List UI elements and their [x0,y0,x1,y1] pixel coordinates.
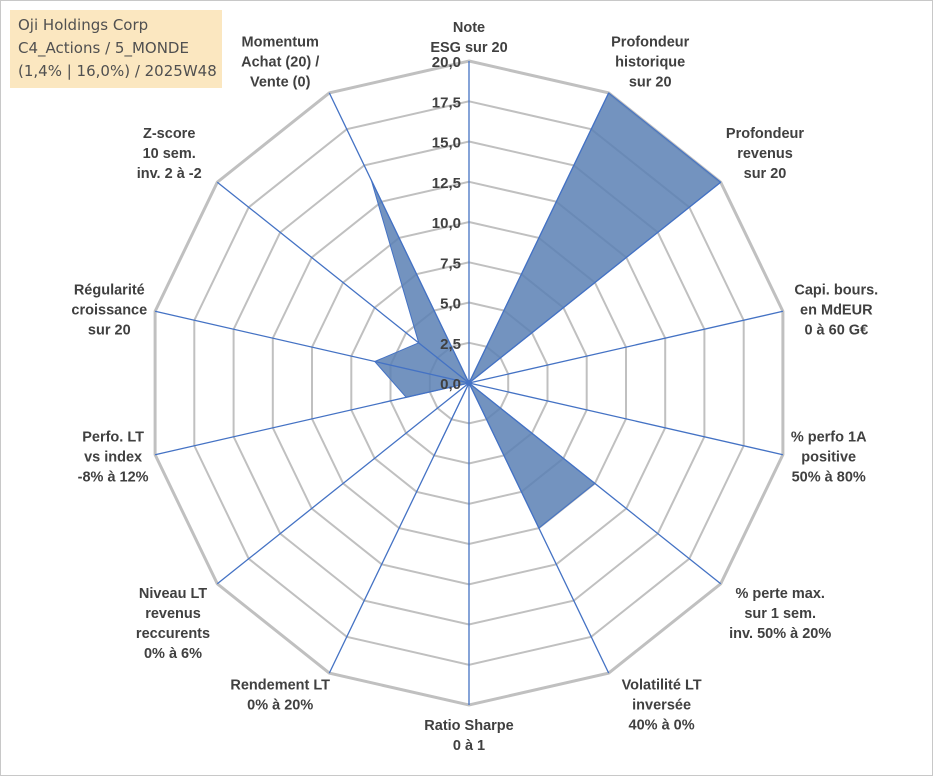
axis-label-7: Ratio Sharpe 0 à 1 [424,718,513,754]
title-box: Oji Holdings Corp C4_Actions / 5_MONDE (… [10,10,222,88]
spoke-6 [468,382,610,674]
spoke-8 [328,382,470,674]
radial-tick-labels: 0,0 2,5 5,0 7,5 10,0 12,5 15,0 17,5 20,0 [432,54,461,393]
axis-label-1: Profondeur historique sur 20 [611,35,689,91]
axis-labels: Note ESG sur 20 Profondeur historique sur 20… [71,20,878,754]
axis-label-8: Rendement LT 0% à 20% [230,677,330,713]
spoke-11 [154,310,470,384]
tick-label: 10,0 [432,215,461,232]
spoke-4 [468,382,784,456]
axis-label-4: % perfo 1A positive 50% à 80% [791,429,867,485]
axis-label-9: Niveau LT revenus reccurents 0% à 6% [136,586,210,662]
tick-label: 0,0 [440,376,461,393]
company-name: Oji Holdings Corp [18,16,149,34]
portfolio-stats: (1,4% | 16,0%) / 2025W48 [18,62,217,80]
spoke-1 [468,92,610,384]
tick-label: 20,0 [432,54,461,71]
tick-label: 15,0 [432,135,461,152]
spoke-9 [216,382,470,585]
tick-label: 7,5 [440,255,461,272]
axis-label-6: Volatilité LT inversée 40% à 0% [622,677,702,733]
axis-label-13: Momentum Achat (20) / Vente (0) [241,35,319,91]
spoke-3 [468,310,784,384]
axis-label-11: Régularité croissance sur 20 [71,283,147,339]
axis-label-5: % perte max. sur 1 sem. inv. 50% à 20% [729,586,831,642]
spoke-13 [328,92,470,384]
tick-label: 5,0 [440,296,461,313]
tick-label: 2,5 [440,336,461,353]
axis-label-10: Perfo. LT vs index -8% à 12% [78,429,149,485]
tick-label: 12,5 [432,175,461,192]
spoke-5 [468,382,722,585]
axis-label-2: Profondeur revenus sur 20 [726,126,804,182]
spoke-12 [216,181,470,384]
axis-label-0: Note ESG sur 20 [430,20,507,56]
spoke-2 [468,181,722,384]
spoke-10 [154,382,470,456]
axis-label-12: Z-score 10 sem. inv. 2 à -2 [137,126,202,182]
radar-spokes [154,61,784,705]
axis-label-3: Capi. bours. en MdEUR 0 à 60 G€ [794,283,878,339]
tick-label: 17,5 [432,94,461,111]
portfolio-name: C4_Actions / 5_MONDE [18,39,189,57]
